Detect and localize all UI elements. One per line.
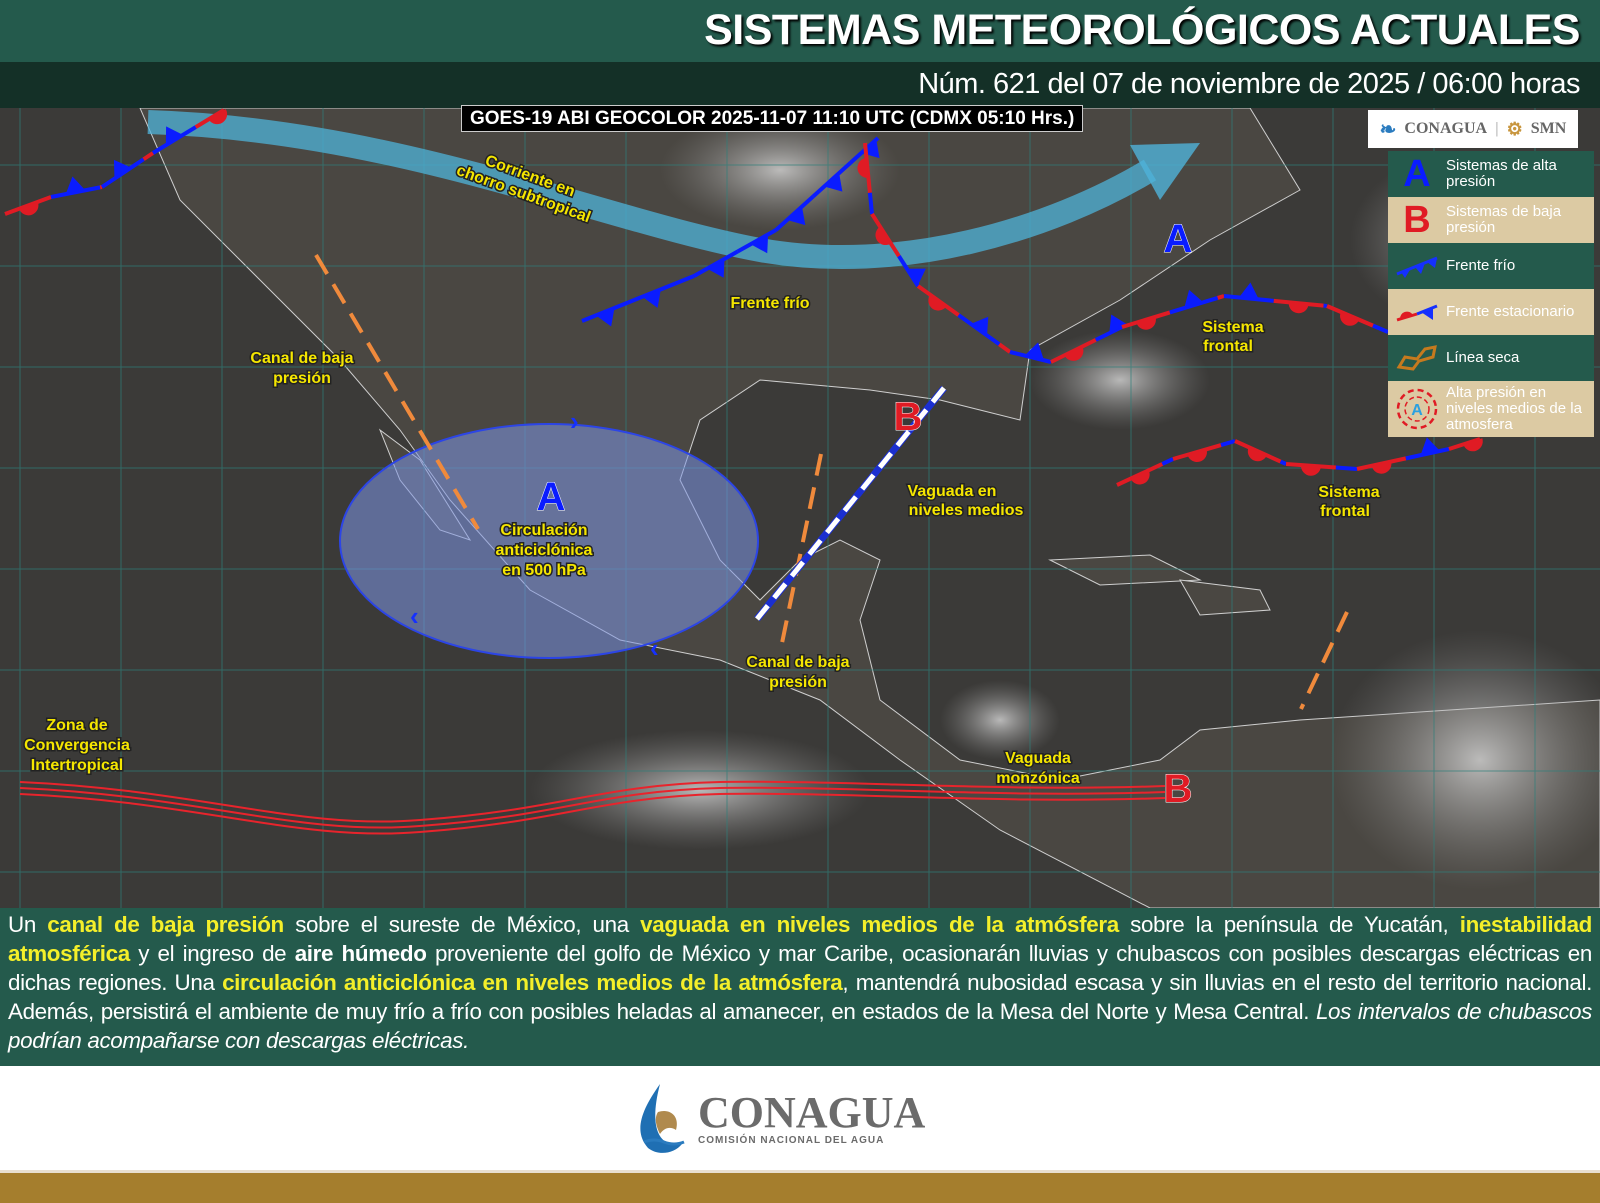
footer-logo-name: CONAGUA xyxy=(698,1091,925,1135)
legend-item-dry-line: Línea seca xyxy=(1388,335,1594,381)
stationary-front-icon xyxy=(1388,300,1446,324)
legend-label: Frente estacionario xyxy=(1446,304,1594,320)
legend-item-mid-level-high: A Alta presión en niveles medios de la at… xyxy=(1388,381,1594,437)
logo-divider: | xyxy=(1495,120,1499,138)
subtitle-bar: Núm. 621 del 07 de noviembre de 2025 / 0… xyxy=(0,62,1600,108)
forecast-description: Un canal de baja presión sobre el surest… xyxy=(0,908,1600,1066)
conagua-logo-icon: ❧ xyxy=(1380,117,1397,142)
weather-overlay: › ‹ ‹ A B A B Corriente enchorro subtrop… xyxy=(0,108,1600,908)
anticyclone-area xyxy=(340,424,758,658)
legend-item-cold-front: Frente frío xyxy=(1388,243,1594,289)
legend-label: Sistemas de alta presión xyxy=(1446,158,1594,190)
low-pressure-icon: B xyxy=(1388,212,1446,228)
smn-logo-text: SMN xyxy=(1531,120,1567,138)
dry-line-icon xyxy=(1388,345,1446,371)
desc-segment: Un xyxy=(8,912,47,937)
satellite-map: › ‹ ‹ A B A B Corriente enchorro subtrop… xyxy=(0,108,1600,908)
desc-bold: aire húmedo xyxy=(295,941,427,966)
desc-segment: sobre el sureste de México, una xyxy=(284,912,640,937)
smn-logo-icon: ⚙ xyxy=(1507,119,1523,140)
cold-front-icon xyxy=(1388,254,1446,278)
desc-highlight: vaguada en niveles medios de la atmósfer… xyxy=(640,912,1119,937)
high-pressure-icon: A xyxy=(1388,166,1446,182)
conagua-emblem-icon xyxy=(630,1082,690,1154)
legend-item-stationary-front: Frente estacionario xyxy=(1388,289,1594,335)
legend-label: Sistemas de baja presión xyxy=(1446,204,1594,236)
legend-label: Frente frío xyxy=(1446,258,1594,274)
high-pressure-symbol: A xyxy=(537,475,566,519)
warm-front-semicircle xyxy=(1301,465,1321,476)
footer-gold-bar xyxy=(0,1170,1600,1203)
conagua-footer-logo: CONAGUA COMISIÓN NACIONAL DEL AGUA xyxy=(630,1082,925,1154)
stationary-front-gulf xyxy=(1117,437,1483,485)
desc-segment: sobre la península de Yucatán, xyxy=(1119,912,1460,937)
page-title: SISTEMAS METEOROLÓGICOS ACTUALES xyxy=(704,6,1580,55)
desc-segment: y el ingreso de xyxy=(130,941,295,966)
desc-highlight: circulación anticiclónica en niveles med… xyxy=(222,970,842,995)
conagua-logo-text: CONAGUA xyxy=(1404,120,1487,138)
low-pressure-symbol: B xyxy=(1164,767,1193,811)
cold-front-triangle xyxy=(1239,282,1259,299)
high-pressure-symbol: A xyxy=(1164,217,1193,261)
agency-logos: ❧ CONAGUA | ⚙ SMN xyxy=(1368,110,1578,148)
mid-level-high-icon: A xyxy=(1388,387,1446,431)
satellite-timestamp-label: GOES-19 ABI GEOCOLOR 2025-11-07 11:10 UT… xyxy=(461,105,1083,132)
legend-label: Alta presión en niveles medios de la atm… xyxy=(1446,385,1594,433)
circulation-arrow-icon: › xyxy=(570,406,579,436)
desc-highlight: canal de baja presión xyxy=(47,912,284,937)
footer: CONAGUA COMISIÓN NACIONAL DEL AGUA xyxy=(0,1066,1600,1170)
circulation-arrow-icon: ‹ xyxy=(410,601,419,631)
bulletin-number-date: Núm. 621 del 07 de noviembre de 2025 / 0… xyxy=(918,68,1580,101)
title-bar: SISTEMAS METEOROLÓGICOS ACTUALES xyxy=(0,0,1600,62)
label-cold-front: Frente frío xyxy=(730,295,809,312)
legend-label: Línea seca xyxy=(1446,350,1594,366)
circulation-arrow-icon: ‹ xyxy=(650,633,659,663)
cold-front-triangle xyxy=(114,160,131,179)
low-pressure-symbol: B xyxy=(894,395,923,439)
svg-text:A: A xyxy=(1411,402,1423,419)
